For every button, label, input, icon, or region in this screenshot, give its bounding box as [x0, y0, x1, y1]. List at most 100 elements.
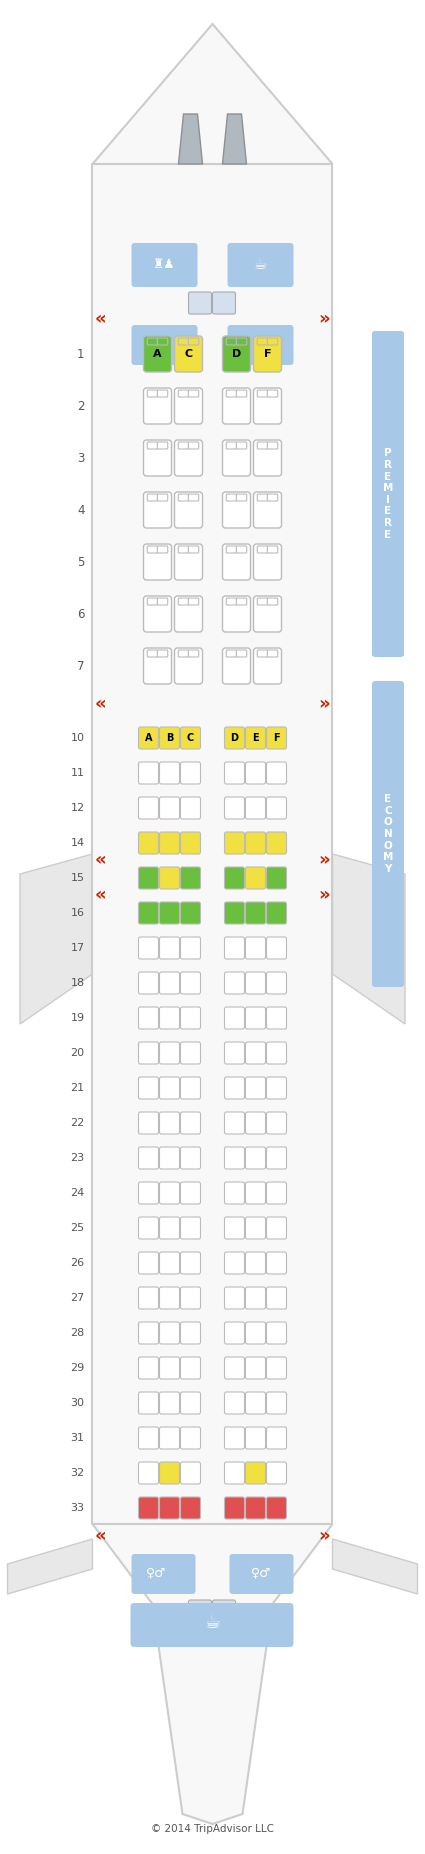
- Text: «: «: [95, 851, 106, 870]
- Text: 1: 1: [77, 347, 85, 360]
- FancyBboxPatch shape: [131, 243, 198, 287]
- FancyBboxPatch shape: [257, 493, 268, 501]
- Text: C: C: [187, 732, 194, 743]
- FancyBboxPatch shape: [188, 545, 199, 552]
- FancyBboxPatch shape: [159, 1148, 179, 1170]
- FancyBboxPatch shape: [266, 1077, 286, 1099]
- FancyBboxPatch shape: [267, 493, 278, 501]
- FancyBboxPatch shape: [246, 936, 266, 959]
- Text: 18: 18: [71, 979, 85, 988]
- FancyBboxPatch shape: [246, 1042, 266, 1064]
- FancyBboxPatch shape: [257, 441, 268, 449]
- FancyBboxPatch shape: [266, 1112, 286, 1135]
- FancyBboxPatch shape: [139, 1392, 159, 1415]
- Text: 30: 30: [71, 1398, 85, 1407]
- FancyBboxPatch shape: [147, 337, 158, 345]
- FancyBboxPatch shape: [224, 832, 244, 855]
- FancyBboxPatch shape: [253, 491, 281, 528]
- FancyBboxPatch shape: [139, 1496, 159, 1518]
- FancyBboxPatch shape: [188, 441, 199, 449]
- FancyBboxPatch shape: [266, 1357, 286, 1379]
- FancyBboxPatch shape: [266, 1496, 286, 1518]
- Text: 5: 5: [77, 556, 85, 569]
- FancyBboxPatch shape: [181, 1007, 201, 1029]
- Polygon shape: [178, 113, 202, 163]
- FancyBboxPatch shape: [246, 1496, 266, 1518]
- FancyBboxPatch shape: [226, 545, 237, 552]
- Text: ☕: ☕: [254, 256, 267, 271]
- FancyBboxPatch shape: [175, 491, 202, 528]
- FancyBboxPatch shape: [159, 1428, 179, 1450]
- FancyBboxPatch shape: [139, 1077, 159, 1099]
- FancyBboxPatch shape: [266, 903, 286, 923]
- Polygon shape: [20, 855, 93, 1023]
- Text: 28: 28: [70, 1327, 85, 1339]
- Text: ☕: ☕: [254, 337, 267, 350]
- FancyBboxPatch shape: [139, 1428, 159, 1450]
- FancyBboxPatch shape: [147, 651, 158, 656]
- FancyBboxPatch shape: [230, 1554, 294, 1594]
- FancyBboxPatch shape: [224, 971, 244, 994]
- FancyBboxPatch shape: [189, 291, 212, 313]
- FancyBboxPatch shape: [267, 337, 278, 345]
- FancyBboxPatch shape: [266, 797, 286, 819]
- Text: 27: 27: [70, 1292, 85, 1303]
- Text: 25: 25: [71, 1224, 85, 1233]
- FancyBboxPatch shape: [139, 1322, 159, 1344]
- FancyBboxPatch shape: [223, 491, 250, 528]
- FancyBboxPatch shape: [144, 491, 172, 528]
- FancyBboxPatch shape: [181, 762, 201, 784]
- Text: ♜♟: ♜♟: [153, 258, 176, 271]
- FancyBboxPatch shape: [159, 1112, 179, 1135]
- FancyBboxPatch shape: [246, 1251, 266, 1274]
- FancyBboxPatch shape: [188, 493, 199, 501]
- FancyBboxPatch shape: [246, 1428, 266, 1450]
- FancyBboxPatch shape: [236, 651, 247, 656]
- Polygon shape: [332, 1539, 417, 1594]
- FancyBboxPatch shape: [178, 493, 189, 501]
- Polygon shape: [93, 24, 332, 163]
- FancyBboxPatch shape: [267, 545, 278, 552]
- Text: 6: 6: [77, 608, 85, 621]
- FancyBboxPatch shape: [157, 493, 168, 501]
- FancyBboxPatch shape: [212, 291, 235, 313]
- Text: «: «: [95, 695, 106, 714]
- FancyBboxPatch shape: [246, 727, 266, 749]
- Text: 23: 23: [71, 1153, 85, 1162]
- FancyBboxPatch shape: [159, 1463, 179, 1483]
- FancyBboxPatch shape: [266, 1007, 286, 1029]
- FancyBboxPatch shape: [147, 545, 158, 552]
- Text: 3: 3: [77, 452, 85, 465]
- FancyBboxPatch shape: [159, 1287, 179, 1309]
- FancyBboxPatch shape: [181, 727, 201, 749]
- FancyBboxPatch shape: [246, 1007, 266, 1029]
- FancyBboxPatch shape: [181, 1428, 201, 1450]
- FancyBboxPatch shape: [257, 545, 268, 552]
- Text: D: D: [230, 732, 238, 743]
- FancyBboxPatch shape: [139, 1112, 159, 1135]
- FancyBboxPatch shape: [223, 543, 250, 580]
- FancyBboxPatch shape: [224, 1322, 244, 1344]
- Polygon shape: [332, 855, 405, 1023]
- FancyBboxPatch shape: [139, 971, 159, 994]
- FancyBboxPatch shape: [246, 1148, 266, 1170]
- FancyBboxPatch shape: [224, 1357, 244, 1379]
- Text: 31: 31: [71, 1433, 85, 1442]
- FancyBboxPatch shape: [266, 1251, 286, 1274]
- Text: «: «: [95, 886, 106, 905]
- FancyBboxPatch shape: [236, 599, 247, 604]
- FancyBboxPatch shape: [372, 680, 404, 986]
- FancyBboxPatch shape: [257, 337, 268, 345]
- FancyBboxPatch shape: [139, 1042, 159, 1064]
- FancyBboxPatch shape: [224, 762, 244, 784]
- FancyBboxPatch shape: [224, 1077, 244, 1099]
- FancyBboxPatch shape: [226, 493, 237, 501]
- FancyBboxPatch shape: [157, 651, 168, 656]
- FancyBboxPatch shape: [159, 1216, 179, 1238]
- FancyBboxPatch shape: [181, 1322, 201, 1344]
- FancyBboxPatch shape: [266, 762, 286, 784]
- FancyBboxPatch shape: [144, 387, 172, 425]
- FancyBboxPatch shape: [224, 727, 244, 749]
- FancyBboxPatch shape: [181, 1042, 201, 1064]
- Text: 19: 19: [71, 1012, 85, 1023]
